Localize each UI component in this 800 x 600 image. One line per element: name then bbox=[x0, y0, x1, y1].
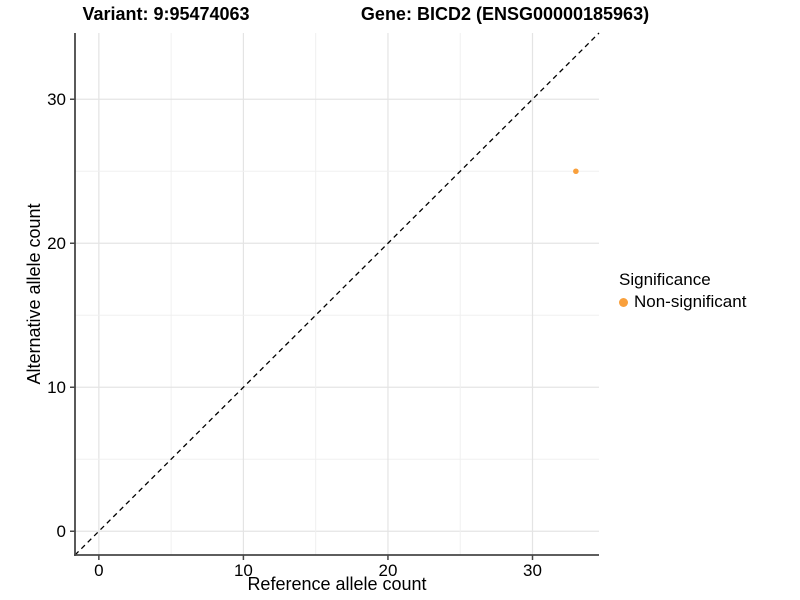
x-axis-title: Reference allele count bbox=[247, 574, 426, 594]
legend: Significance Non-significant bbox=[619, 269, 746, 312]
legend-title: Significance bbox=[619, 270, 711, 289]
x-tick-label: 0 bbox=[94, 561, 103, 580]
plot-title-variant: Variant: 9:95474063 bbox=[82, 4, 250, 24]
y-tick-label: 0 bbox=[57, 522, 66, 541]
legend-point-icon bbox=[619, 297, 628, 307]
y-tick-label: 30 bbox=[47, 90, 66, 109]
x-tick-label: 20 bbox=[378, 561, 397, 580]
legend-item-label: Non-significant bbox=[634, 292, 747, 311]
y-axis-title: Alternative allele count bbox=[24, 203, 44, 384]
data-point bbox=[573, 168, 579, 175]
plot-title-gene: Gene: BICD2 (ENSG00000185963) bbox=[360, 4, 650, 24]
identity-line bbox=[74, 32, 600, 556]
y-tick-label: 10 bbox=[47, 378, 66, 397]
x-tick-label: 10 bbox=[234, 561, 253, 580]
y-tick-label: 20 bbox=[47, 234, 66, 253]
legend-item-non-significant: Non-significant bbox=[619, 292, 746, 312]
x-tick-label: 30 bbox=[523, 561, 542, 580]
